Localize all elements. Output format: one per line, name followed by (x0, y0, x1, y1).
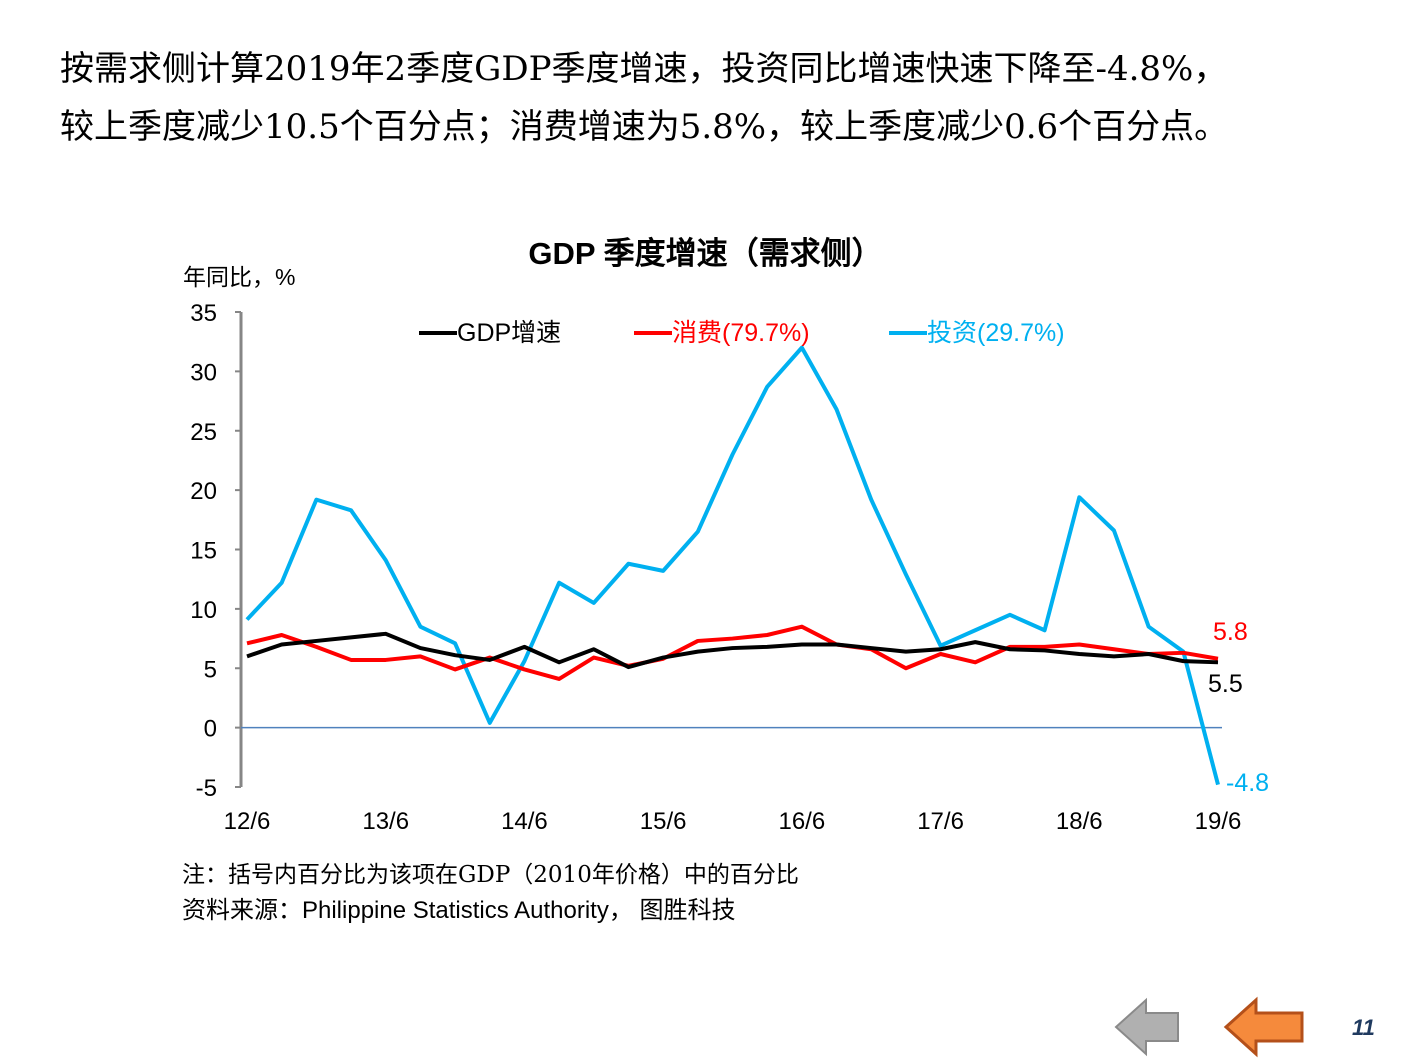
back-arrow-button[interactable] (1223, 996, 1304, 1058)
chart-source: 资料来源：Philippine Statistics Authority， 图胜… (182, 897, 736, 924)
chart-title-text: GDP 季度增速（需求侧） (528, 236, 883, 271)
x-tick-label: 17/6 (917, 808, 964, 835)
x-tick-label: 16/6 (778, 808, 825, 835)
end-label-1: 5.8 (1213, 618, 1248, 646)
y-tick-label: -5 (196, 775, 217, 802)
x-tick-label: 13/6 (362, 808, 409, 835)
y-tick-label: 20 (190, 478, 217, 505)
prev-arrow-button[interactable] (1114, 997, 1179, 1057)
chart-note: 注：括号内百分比为该项在GDP（2010年价格）中的百分比 (182, 862, 799, 888)
legend-label-2: 投资(29.7%) (927, 319, 1065, 347)
end-label-0: 5.5 (1208, 670, 1243, 698)
legend-label-1: 消费(79.7%) (672, 319, 810, 347)
series-line-2 (245, 345, 1220, 786)
headline: 按需求侧计算2019年2季度GDP季度增速，投资同比增速快速下降至-4.8%， … (60, 40, 1400, 156)
x-tick-label: 14/6 (501, 808, 548, 835)
y-tick-label: 0 (204, 716, 217, 743)
headline-line-1: 按需求侧计算2019年2季度GDP季度增速，投资同比增速快速下降至-4.8%， (60, 49, 1228, 89)
x-tick-label: 18/6 (1056, 808, 1103, 835)
arrow-left-orange-icon (1223, 996, 1304, 1058)
headline-line-2: 较上季度减少10.5个百分点；消费增速为5.8%，较上季度减少0.6个百分点。 (60, 107, 1229, 147)
chart-title: GDP 季度增速（需求侧） (0, 228, 1411, 273)
x-tick-label: 12/6 (224, 808, 271, 835)
page-number: 11 (1352, 1015, 1375, 1040)
y-tick-label: 30 (190, 359, 217, 386)
end-label-2: -4.8 (1226, 769, 1269, 797)
y-axis-label: 年同比，% (183, 264, 296, 290)
x-tick-label: 19/6 (1195, 808, 1242, 835)
legend-label-0: GDP增速 (457, 319, 561, 347)
arrow-left-gray-icon (1114, 997, 1179, 1057)
y-tick-label: 5 (204, 656, 217, 683)
y-tick-label: 10 (190, 597, 217, 624)
y-tick-label: 15 (190, 538, 217, 565)
y-tick-label: 25 (190, 419, 217, 446)
y-tick-label: 35 (190, 300, 217, 327)
x-tick-label: 15/6 (640, 808, 687, 835)
